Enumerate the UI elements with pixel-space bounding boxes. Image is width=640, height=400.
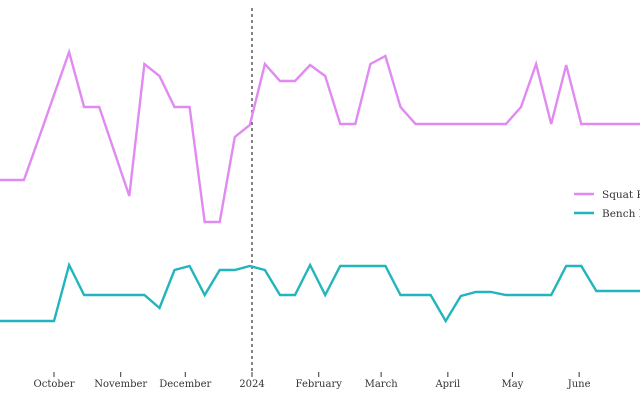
x-tick-label: 2024 (239, 379, 264, 390)
series-layer (0, 47, 640, 324)
series-line-squat (0, 47, 640, 224)
legend: Squat RI Bench P (574, 189, 640, 220)
x-tick-label: November (94, 379, 147, 390)
x-tick-label: May (501, 379, 523, 390)
x-tick-label: December (159, 379, 211, 390)
x-tick-label: April (434, 379, 460, 390)
legend-label: Squat RI (602, 189, 640, 201)
x-tick-label: October (34, 379, 75, 390)
x-tick-label: March (365, 379, 399, 390)
x-tick-label: June (567, 379, 591, 390)
series-line-bench (0, 261, 640, 324)
x-axis: berOctoberNovemberDecember2024FebruaryMa… (34, 372, 591, 390)
legend-label: Bench P (602, 208, 640, 220)
x-tick-label: February (296, 379, 343, 390)
